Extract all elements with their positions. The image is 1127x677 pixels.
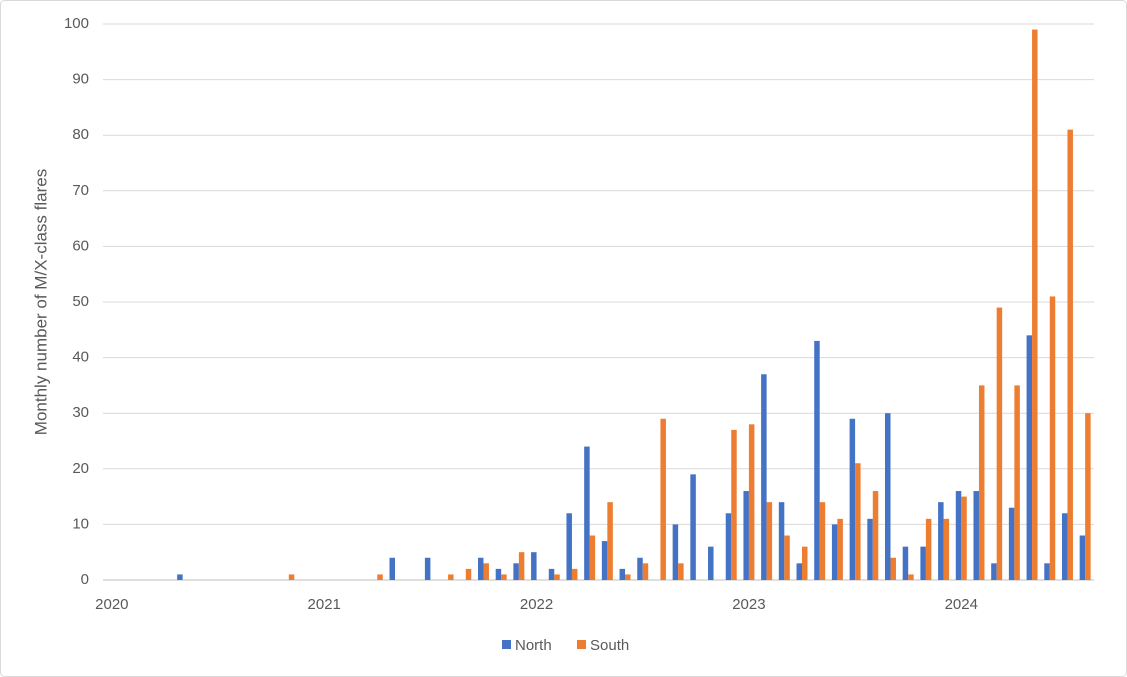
bar <box>855 463 861 580</box>
bar <box>637 557 643 580</box>
y-tick-label: 90 <box>72 71 89 88</box>
bar <box>501 574 507 580</box>
y-tick-label: 40 <box>72 349 89 366</box>
bar <box>961 496 967 580</box>
bar <box>1032 29 1038 581</box>
y-tick-label: 0 <box>81 571 89 588</box>
bar <box>908 574 914 580</box>
x-tick-label: 2022 <box>520 596 553 613</box>
bar <box>566 513 572 580</box>
bar <box>796 563 803 580</box>
bar <box>766 502 773 580</box>
bar <box>731 429 737 580</box>
legend-label: North <box>515 637 552 654</box>
bar <box>554 574 560 580</box>
bar <box>477 557 484 580</box>
bar <box>672 524 679 580</box>
bar <box>748 424 755 580</box>
bar <box>902 546 909 580</box>
bar <box>1049 296 1056 580</box>
bar <box>761 374 767 580</box>
y-tick-label: 30 <box>72 404 89 421</box>
bar <box>1061 513 1068 580</box>
bar <box>548 568 555 580</box>
bar <box>725 513 732 580</box>
bar <box>743 491 749 580</box>
bar <box>831 524 838 580</box>
bar <box>784 535 790 580</box>
bar <box>642 563 649 580</box>
bar <box>885 413 891 580</box>
bar <box>819 502 826 580</box>
bar <box>531 552 537 580</box>
bar <box>513 563 519 580</box>
legend-swatch <box>577 640 586 649</box>
bar <box>448 574 454 580</box>
legend-swatch <box>502 640 511 649</box>
bar <box>678 563 684 580</box>
y-tick-label: 50 <box>72 293 89 310</box>
bar <box>849 418 856 580</box>
bar <box>424 557 431 580</box>
bar <box>465 568 472 580</box>
legend-label: South <box>590 637 629 654</box>
bar <box>1085 413 1091 580</box>
bar <box>978 385 985 580</box>
y-tick-label: 70 <box>72 182 89 199</box>
y-axis-label: Monthly number of M/X-class flares <box>31 169 50 435</box>
y-tick-label: 80 <box>72 126 89 143</box>
x-tick-label: 2020 <box>95 596 128 613</box>
bar <box>955 491 962 580</box>
bar <box>1044 563 1050 580</box>
bar <box>483 563 489 580</box>
bar <box>601 541 608 580</box>
bar <box>837 518 843 580</box>
bar <box>1026 335 1033 580</box>
bar <box>177 574 183 580</box>
bar <box>920 546 926 580</box>
bar <box>1014 385 1020 580</box>
bar <box>943 518 950 580</box>
bar <box>625 574 631 580</box>
bar <box>619 568 626 580</box>
bar <box>495 568 502 580</box>
bar <box>1008 507 1015 580</box>
bar <box>690 474 696 580</box>
y-tick-label: 10 <box>72 515 89 532</box>
bar <box>607 502 613 580</box>
bar <box>872 491 879 580</box>
bar <box>867 518 873 580</box>
bar <box>1079 535 1086 580</box>
bar <box>938 502 944 580</box>
bar <box>377 574 383 580</box>
bar <box>518 552 525 580</box>
x-tick-label: 2021 <box>308 596 341 613</box>
bar <box>584 446 590 580</box>
bar <box>288 574 295 580</box>
bar <box>589 535 596 580</box>
bar <box>996 307 1003 580</box>
bar <box>708 546 714 580</box>
bar <box>571 568 578 580</box>
bar <box>389 557 395 580</box>
bar <box>890 557 896 580</box>
x-tick-label: 2024 <box>945 596 978 613</box>
y-tick-label: 20 <box>72 460 89 477</box>
bar <box>925 518 932 580</box>
bar <box>991 563 997 580</box>
bar <box>1067 129 1073 580</box>
bar <box>778 502 785 580</box>
x-tick-label: 2023 <box>732 596 765 613</box>
y-tick-label: 60 <box>72 237 89 254</box>
bar <box>802 546 808 580</box>
bar <box>814 340 820 580</box>
bar <box>973 491 979 580</box>
y-tick-label: 100 <box>64 15 89 32</box>
bar <box>660 418 666 580</box>
